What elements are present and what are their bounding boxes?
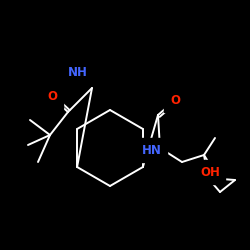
- Text: OH: OH: [200, 166, 220, 178]
- Text: O: O: [47, 90, 57, 104]
- Text: HN: HN: [142, 144, 162, 156]
- Text: O: O: [170, 94, 180, 106]
- Text: NH: NH: [68, 66, 88, 78]
